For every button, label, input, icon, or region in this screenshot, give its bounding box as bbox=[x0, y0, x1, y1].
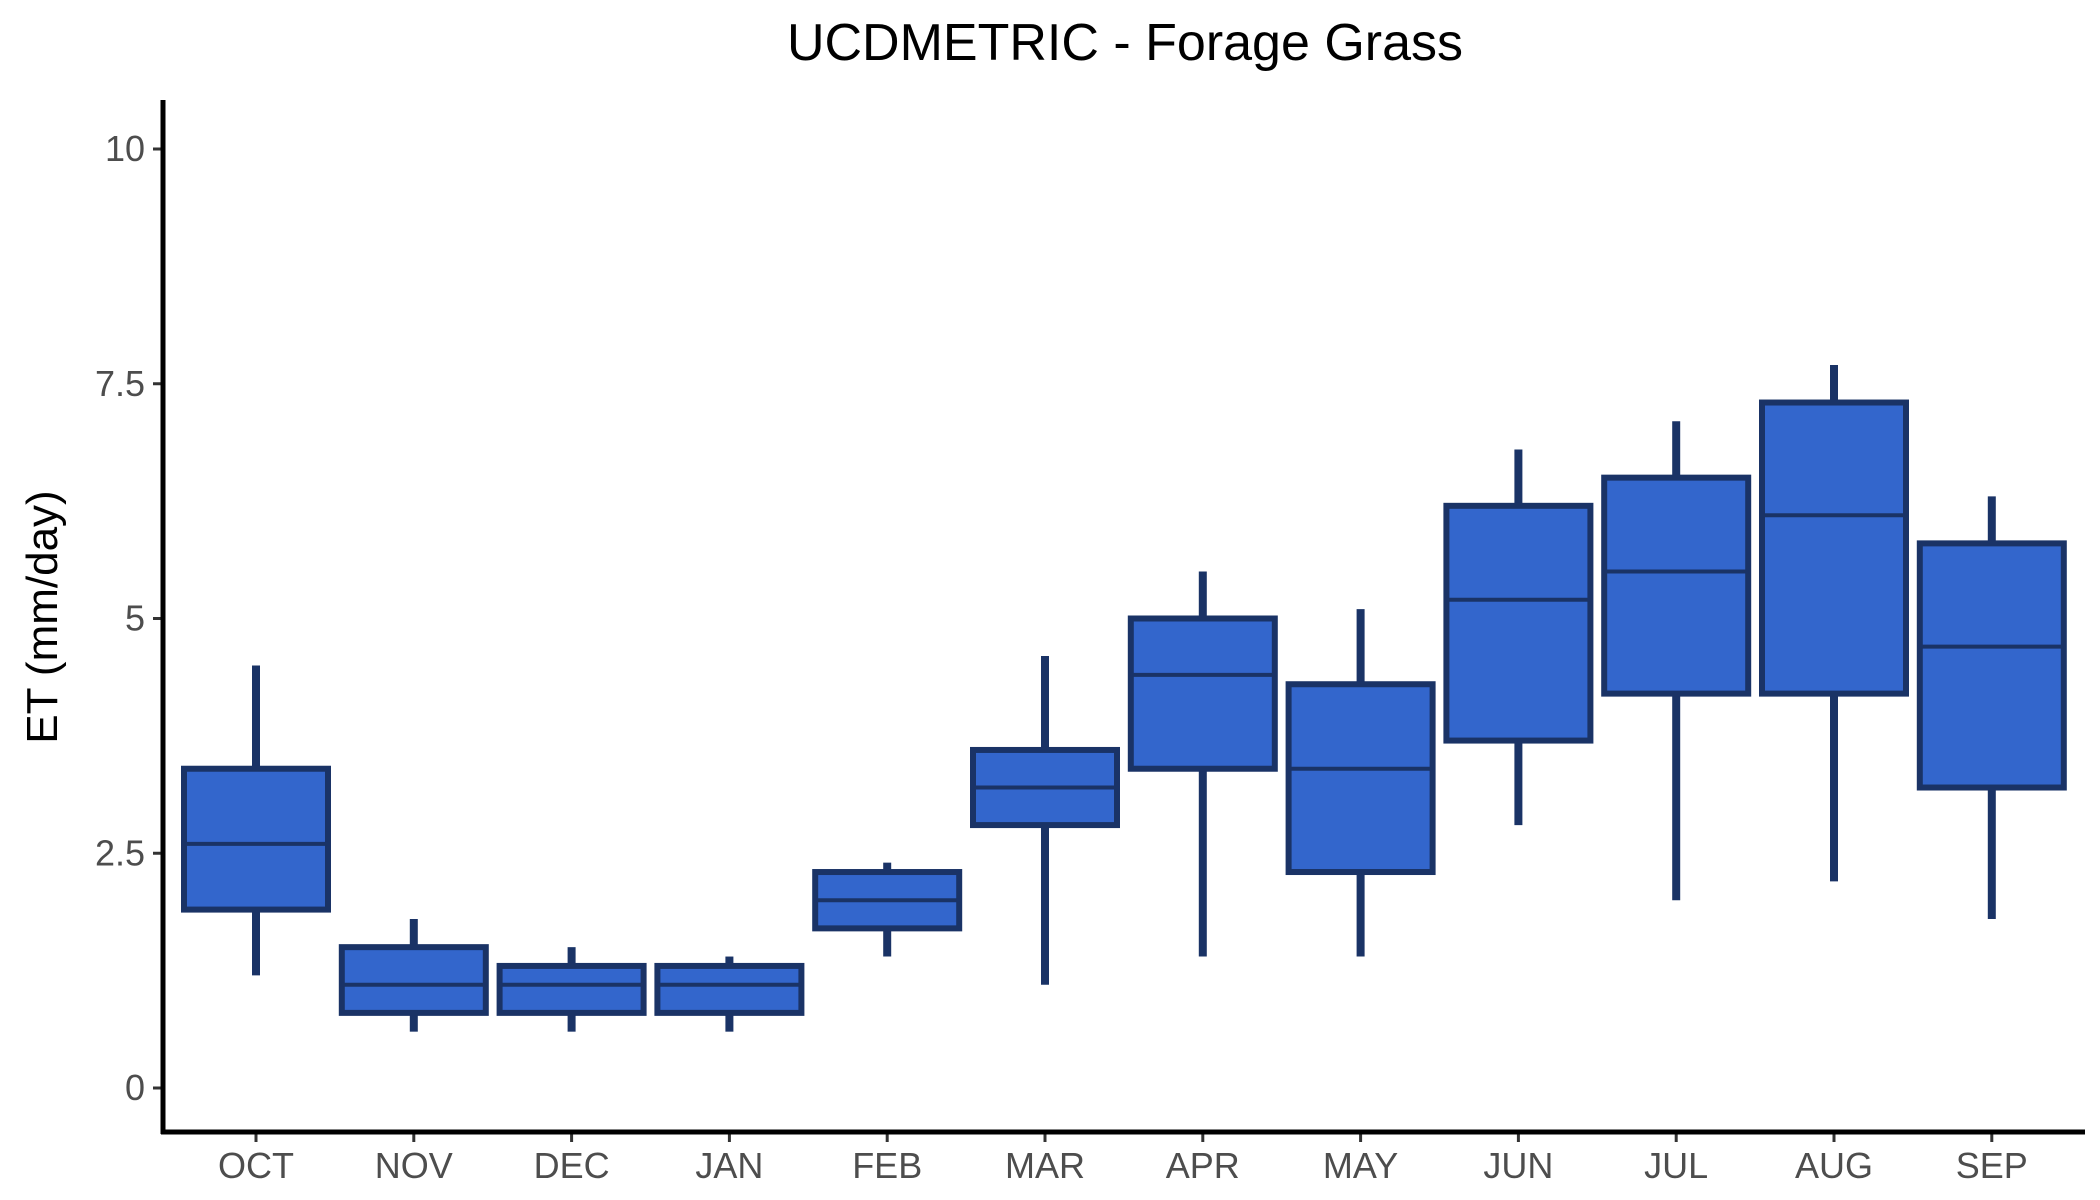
plot-area: OCT NOV DEC JAN FEB MAR APR MAY JUN JUL AUG SEP 0 2.5… bbox=[95, 100, 2085, 1186]
x-tick-label: FEB bbox=[852, 1145, 922, 1186]
box-body bbox=[338, 944, 489, 1016]
x-tick-label: DEC bbox=[534, 1145, 610, 1186]
x-tick-label: NOV bbox=[375, 1145, 453, 1186]
box-body bbox=[1601, 474, 1752, 697]
x-tick-label: MAR bbox=[1005, 1145, 1085, 1186]
box-aug bbox=[1759, 364, 1909, 882]
x-tick-label: MAY bbox=[1323, 1145, 1398, 1186]
x-tick-label: APR bbox=[1166, 1145, 1240, 1186]
box-jul bbox=[1601, 421, 1752, 901]
box-body bbox=[496, 962, 647, 1016]
box-jun bbox=[1443, 449, 1594, 826]
y-tick-label: 2.5 bbox=[95, 832, 145, 873]
chart-title: UCDMETRIC - Forage Grass bbox=[787, 14, 1463, 72]
box-body bbox=[1759, 399, 1909, 697]
x-tick-label: SEP bbox=[1956, 1145, 2028, 1186]
x-tick-label: JUL bbox=[1644, 1145, 1708, 1186]
box-dec bbox=[496, 947, 647, 1032]
box-body bbox=[181, 765, 331, 913]
box-may bbox=[1285, 609, 1436, 957]
box-mar bbox=[970, 656, 1120, 985]
box-body bbox=[1285, 681, 1436, 876]
box-nov bbox=[338, 918, 489, 1032]
x-tick-label: JAN bbox=[695, 1145, 763, 1186]
box-body bbox=[654, 962, 805, 1016]
y-tick-label: 5 bbox=[125, 598, 145, 639]
box-body bbox=[1443, 502, 1594, 744]
box-sep bbox=[1916, 496, 2067, 919]
box-oct bbox=[181, 665, 331, 976]
box-body bbox=[1127, 615, 1278, 772]
y-axis-title: ET (mm/day) bbox=[18, 490, 67, 743]
x-tick-label: OCT bbox=[218, 1145, 294, 1186]
y-tick-label: 0 bbox=[125, 1067, 145, 1108]
x-tick-label: JUN bbox=[1483, 1145, 1553, 1186]
box-jan bbox=[654, 956, 805, 1032]
box-body bbox=[1916, 540, 2067, 791]
x-tick-label: AUG bbox=[1795, 1145, 1873, 1186]
box-apr bbox=[1127, 571, 1278, 957]
box-feb bbox=[812, 862, 963, 957]
y-tick-label: 7.5 bbox=[95, 363, 145, 404]
y-tick-label: 10 bbox=[105, 128, 145, 169]
